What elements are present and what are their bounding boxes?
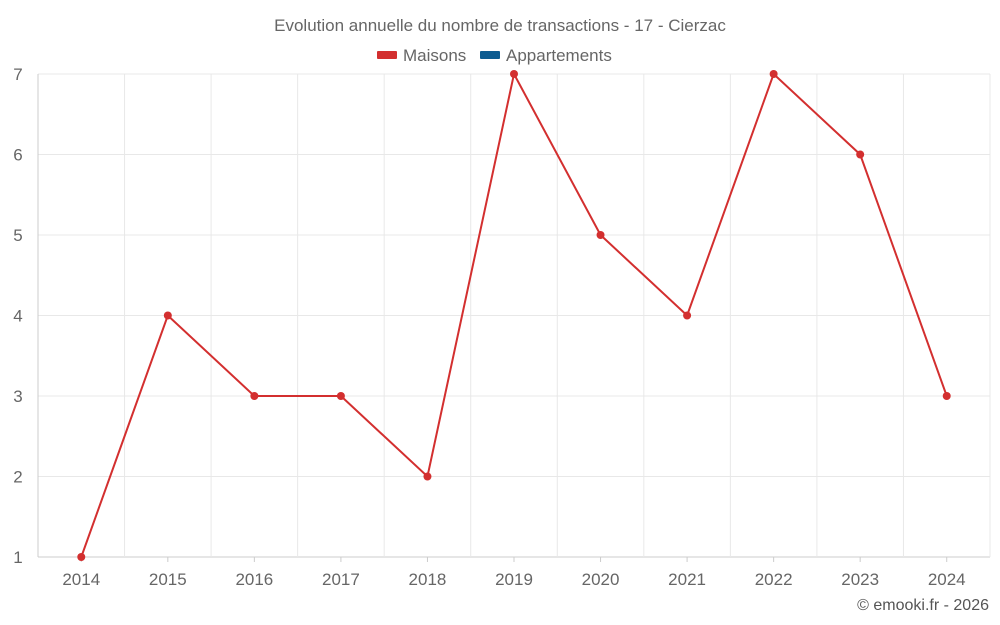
legend-label-maisons[interactable]: Maisons — [403, 46, 466, 65]
x-tick-label: 2020 — [582, 570, 620, 589]
y-tick-label: 7 — [13, 65, 22, 84]
x-tick-label: 2018 — [409, 570, 447, 589]
chart-title: Evolution annuelle du nombre de transact… — [274, 16, 726, 35]
y-tick-label: 1 — [13, 548, 22, 567]
legend-swatch-maisons[interactable] — [377, 51, 397, 59]
y-tick-label: 4 — [13, 307, 22, 326]
credit-text: © emooki.fr - 2026 — [857, 597, 989, 614]
data-point[interactable] — [510, 70, 518, 78]
data-point[interactable] — [856, 150, 865, 159]
data-point[interactable] — [423, 472, 432, 481]
y-tick-label: 2 — [13, 468, 22, 487]
y-axis: 1 2 3 4 5 6 7 — [13, 65, 22, 567]
grid — [37, 73, 991, 558]
data-point[interactable] — [596, 231, 605, 239]
x-axis: 2014 2015 2016 2017 2018 2019 2020 2021 2022 2023… — [62, 557, 966, 589]
data-point[interactable] — [336, 392, 345, 400]
x-tick-label: 2024 — [928, 570, 966, 589]
series — [77, 70, 951, 561]
data-point[interactable] — [769, 70, 778, 78]
x-tick-label: 2019 — [495, 570, 533, 589]
legend: Maisons Appartements — [377, 46, 612, 65]
x-tick-label: 2014 — [62, 570, 100, 589]
data-point[interactable] — [683, 311, 692, 320]
data-point[interactable] — [942, 392, 951, 400]
x-tick-label: 2016 — [235, 570, 273, 589]
x-tick-label: 2023 — [841, 570, 879, 589]
y-tick-label: 5 — [13, 226, 22, 245]
x-tick-label: 2017 — [322, 570, 360, 589]
y-tick-label: 6 — [13, 146, 22, 165]
legend-swatch-appartements[interactable] — [480, 51, 500, 59]
data-point[interactable] — [250, 392, 259, 400]
data-point[interactable] — [163, 311, 172, 320]
y-tick-label: 3 — [13, 387, 22, 406]
x-tick-label: 2015 — [149, 570, 187, 589]
data-point[interactable] — [77, 553, 86, 561]
x-tick-label: 2021 — [668, 570, 706, 589]
x-tick-label: 2022 — [755, 570, 793, 589]
legend-label-appartements[interactable]: Appartements — [506, 46, 612, 65]
